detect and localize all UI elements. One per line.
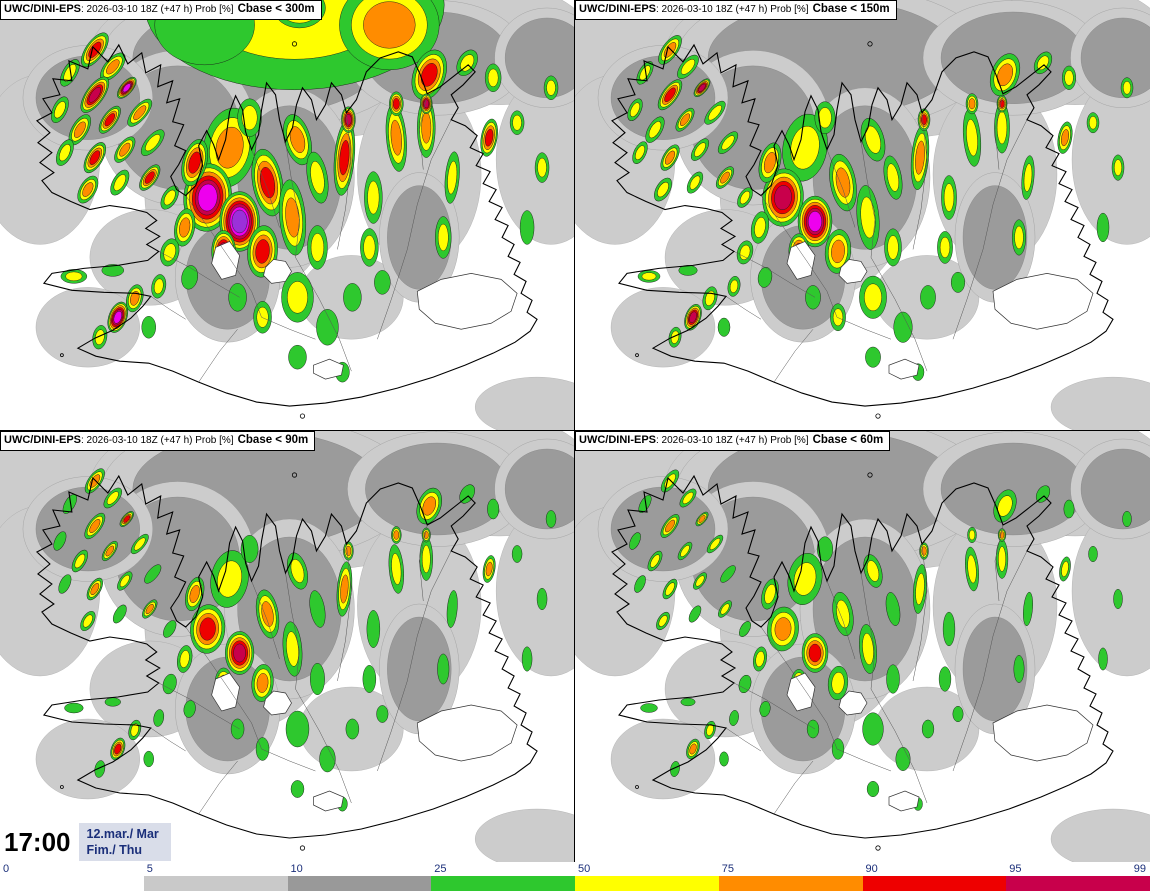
run-info: : 2026-03-10 18Z (+47 h) Prob [%] bbox=[81, 4, 234, 15]
legend-color-segment bbox=[862, 876, 1007, 891]
forecast-panel-cbase-300: UWC/DINI-EPS: 2026-03-10 18Z (+47 h) Pro… bbox=[0, 0, 574, 430]
valid-time: 17:00 bbox=[0, 823, 79, 861]
model-name: UWC/DINI-EPS bbox=[579, 3, 656, 15]
legend-color-segment bbox=[718, 876, 863, 891]
valid-date: 12.mar./ Mar bbox=[86, 827, 159, 841]
forecast-panel-cbase-150: UWC/DINI-EPS: 2026-03-10 18Z (+47 h) Pro… bbox=[575, 0, 1150, 430]
legend-color-segment bbox=[143, 876, 288, 891]
legend-color-strip bbox=[0, 876, 1150, 891]
legend-color-segment bbox=[575, 876, 719, 891]
legend-tick-label: 90 bbox=[865, 863, 878, 875]
legend-tick-label: 50 bbox=[578, 863, 591, 875]
valid-time-display: 17:00 12.mar./ Mar Fim./ Thu bbox=[0, 823, 171, 861]
iceland-probability-map bbox=[575, 0, 1150, 430]
legend-tick-label: 25 bbox=[434, 863, 447, 875]
forecast-panel-cbase-90: UWC/DINI-EPS: 2026-03-10 18Z (+47 h) Pro… bbox=[0, 431, 574, 862]
panel-title: UWC/DINI-EPS: 2026-03-10 18Z (+47 h) Pro… bbox=[575, 0, 897, 20]
run-info: : 2026-03-10 18Z (+47 h) Prob [%] bbox=[656, 4, 809, 15]
legend-tick-label: 0 bbox=[3, 863, 10, 875]
panel-title: UWC/DINI-EPS: 2026-03-10 18Z (+47 h) Pro… bbox=[0, 431, 316, 451]
legend-tick-labels: 0 5 10 25 50 75 90 95 99 bbox=[0, 862, 1150, 876]
legend-tick-label: 5 bbox=[146, 863, 153, 875]
valid-day: Fim./ Thu bbox=[86, 843, 143, 857]
model-name: UWC/DINI-EPS bbox=[579, 434, 656, 446]
panel-title: UWC/DINI-EPS: 2026-03-10 18Z (+47 h) Pro… bbox=[0, 0, 322, 20]
threshold-label: Cbase < 60m bbox=[812, 434, 884, 446]
legend-tick-label: 10 bbox=[290, 863, 303, 875]
model-name: UWC/DINI-EPS bbox=[4, 3, 81, 15]
legend-tick-label: 75 bbox=[721, 863, 734, 875]
valid-date-display: 12.mar./ Mar Fim./ Thu bbox=[78, 823, 171, 861]
legend-color-segment bbox=[1006, 876, 1150, 891]
map-grid: UWC/DINI-EPS: 2026-03-10 18Z (+47 h) Pro… bbox=[0, 0, 1150, 862]
model-name: UWC/DINI-EPS bbox=[4, 434, 81, 446]
forecast-panel-cbase-60: UWC/DINI-EPS: 2026-03-10 18Z (+47 h) Pro… bbox=[575, 431, 1150, 862]
legend-tick-label: 95 bbox=[1009, 863, 1022, 875]
legend-color-segment bbox=[287, 876, 432, 891]
run-info: : 2026-03-10 18Z (+47 h) Prob [%] bbox=[656, 435, 809, 446]
run-info: : 2026-03-10 18Z (+47 h) Prob [%] bbox=[81, 435, 234, 446]
threshold-label: Cbase < 150m bbox=[812, 3, 890, 15]
probability-legend: 0 5 10 25 50 75 90 95 99 bbox=[0, 862, 1150, 891]
legend-color-segment bbox=[431, 876, 575, 891]
legend-color-segment bbox=[0, 876, 144, 891]
panel-title: UWC/DINI-EPS: 2026-03-10 18Z (+47 h) Pro… bbox=[575, 431, 891, 451]
iceland-probability-map bbox=[0, 431, 574, 862]
threshold-label: Cbase < 300m bbox=[237, 3, 315, 15]
legend-tick-label: 99 bbox=[1133, 863, 1146, 875]
threshold-label: Cbase < 90m bbox=[237, 434, 309, 446]
iceland-probability-map bbox=[0, 0, 574, 430]
iceland-probability-map bbox=[575, 431, 1150, 862]
